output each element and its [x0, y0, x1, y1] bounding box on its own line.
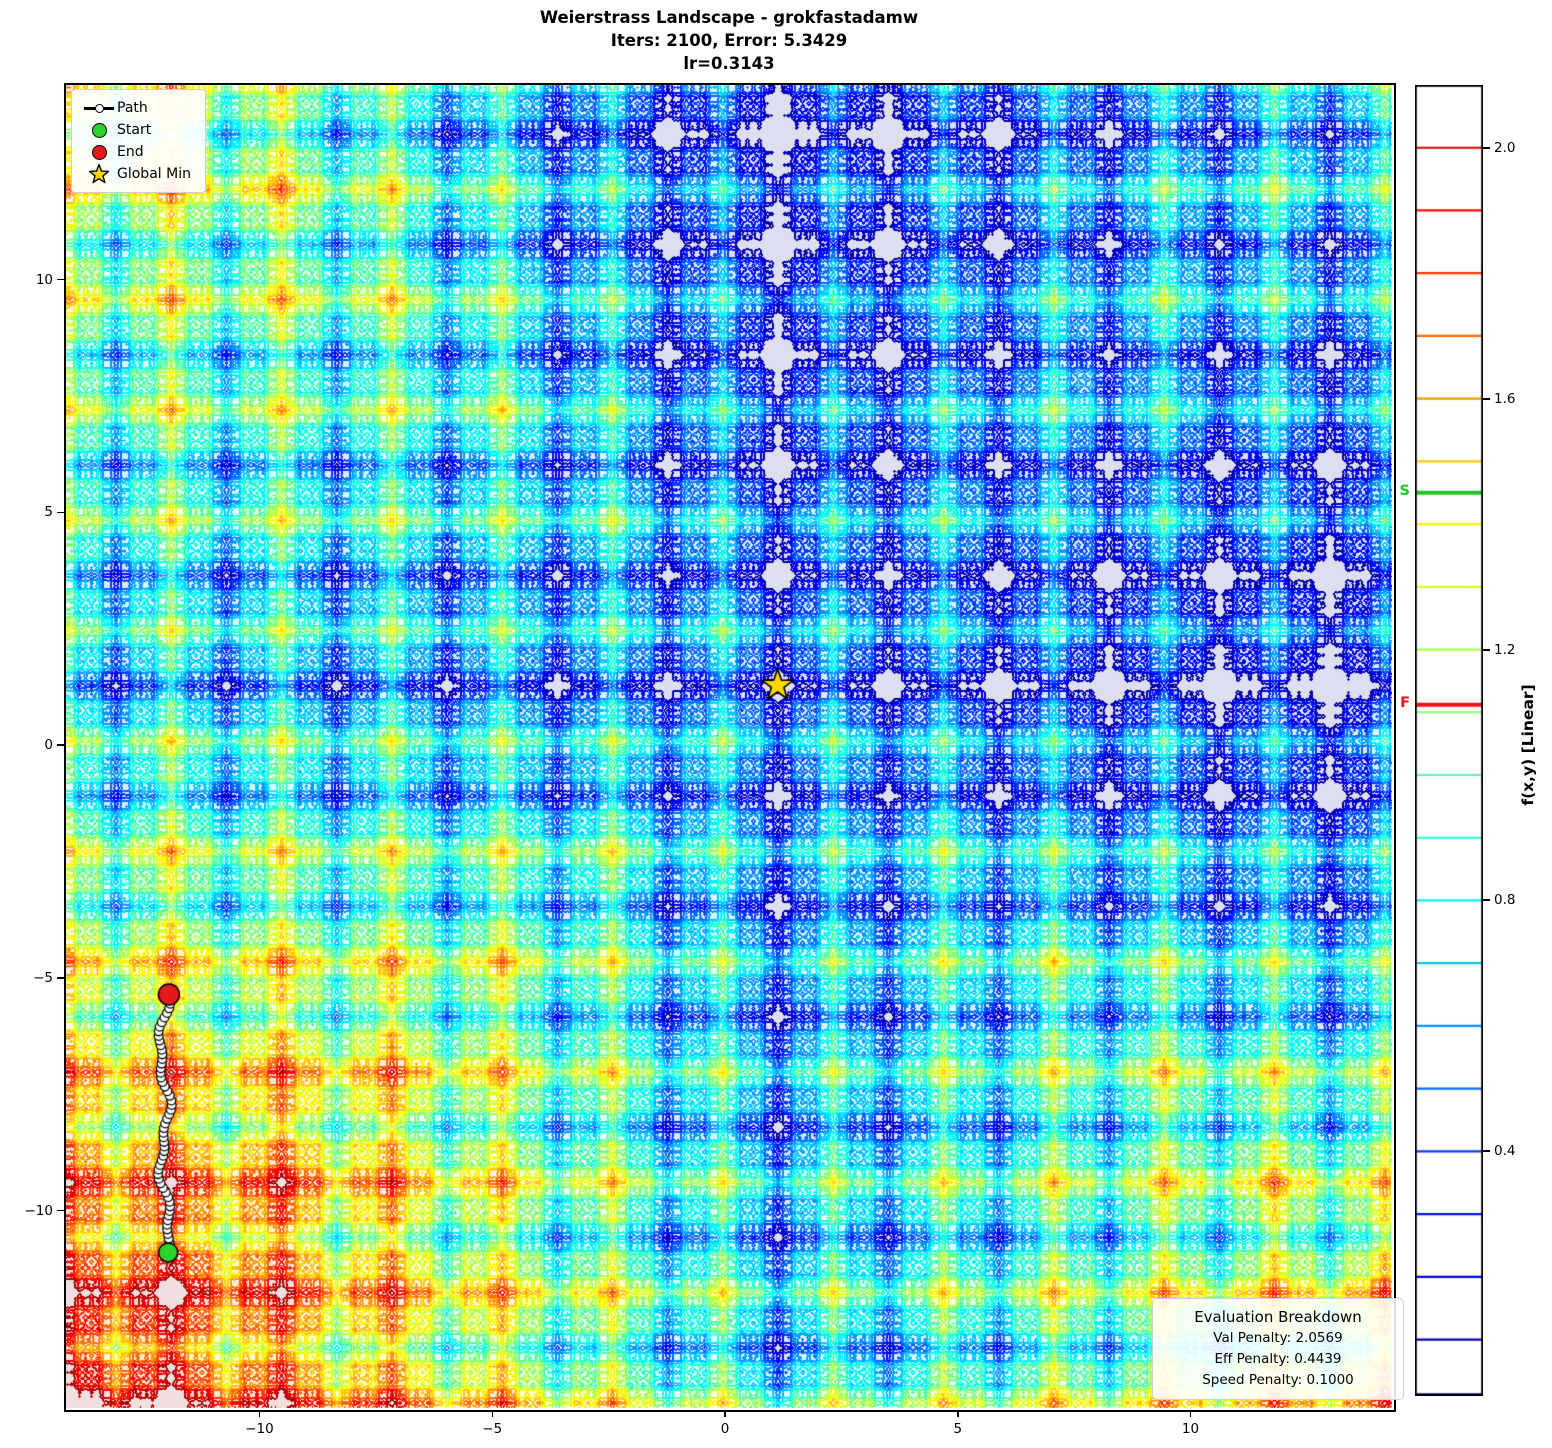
y-axis-tickmark: [57, 744, 64, 746]
legend: Path Start End Global Min: [71, 89, 206, 193]
eval-breakdown-title: Evaluation Breakdown: [1194, 1308, 1362, 1326]
subtitle-iters-error: Iters: 2100, Error: 5.3429: [610, 31, 848, 50]
colorbar-tick-label: 1.6: [1494, 390, 1516, 407]
legend-item-end: End: [81, 141, 191, 163]
eval-breakdown-line: Val Penalty: 2.0569: [1213, 1330, 1343, 1346]
eval-breakdown-lines: Val Penalty: 2.0569 Eff Penalty: 0.4439 Sp…: [1159, 1328, 1397, 1391]
global-min-icon: [81, 163, 117, 185]
x-axis-tickmark: [957, 1410, 959, 1417]
eval-breakdown-box: Evaluation Breakdown Val Penalty: 2.0569…: [1152, 1298, 1404, 1400]
subtitle-lr: lr=0.3143: [683, 54, 775, 73]
main-title: Weierstrass Landscape - grokfastadamw: [539, 8, 919, 27]
y-axis-tick-label: 10: [35, 271, 53, 288]
colorbar-tickmark: [1483, 1150, 1490, 1153]
x-axis-tickmark: [491, 1410, 493, 1417]
y-axis-tick-label: 0: [44, 737, 53, 753]
x-axis-tick-label: 10: [1181, 1421, 1200, 1437]
colorbar-tick-label: 0.8: [1494, 892, 1516, 909]
start-icon: [81, 122, 117, 138]
y-axis-tickmark: [57, 977, 64, 979]
y-axis-tickmark: [57, 511, 64, 513]
x-axis-tick-label: −5: [482, 1421, 503, 1437]
eval-breakdown-line: Speed Penalty: 0.1000: [1202, 1372, 1354, 1388]
y-axis-tick-label: 5: [44, 504, 53, 521]
path-icon: [81, 104, 117, 113]
legend-item-start: Start: [81, 119, 191, 141]
x-axis-tickmark: [724, 1410, 726, 1417]
legend-item-path: Path: [81, 97, 191, 119]
colorbar-axis-label: f(x,y) [Linear]: [1519, 684, 1537, 806]
x-axis-tick-label: −10: [245, 1421, 274, 1437]
eval-breakdown-line: Eff Penalty: 0.4439: [1214, 1351, 1342, 1367]
x-axis-tick-label: 5: [953, 1421, 963, 1437]
colorbar-tick-label: 1.2: [1494, 641, 1516, 658]
colorbar-start-label: S: [1399, 482, 1410, 499]
colorbar-tickmark: [1483, 899, 1490, 902]
colorbar-tickmark: [1483, 397, 1490, 400]
title-block: Weierstrass Landscape - grokfastadamw It…: [66, 6, 1392, 75]
colorbar-tick-label: 0.4: [1494, 1143, 1516, 1160]
x-axis-tickmark: [258, 1410, 261, 1417]
x-axis-tick-label: 0: [720, 1421, 730, 1437]
colorbar-tickmark: [1483, 648, 1490, 651]
colorbar-tickmark: [1483, 146, 1490, 149]
x-axis-tickmark: [1189, 1410, 1192, 1417]
y-axis-tickmark: [57, 1209, 64, 1212]
end-icon: [81, 144, 117, 160]
colorbar-finish-label: F: [1400, 694, 1410, 711]
legend-item-label: Global Min: [117, 166, 191, 182]
legend-item-label: Path: [117, 100, 148, 116]
legend-item-global-min: Global Min: [81, 163, 191, 185]
contour-plot-canvas: [66, 85, 1392, 1408]
legend-item-label: End: [117, 144, 144, 160]
colorbar-tick-label: 2.0: [1494, 139, 1516, 156]
colorbar-canvas: [1415, 85, 1483, 1396]
y-axis-tick-label: −10: [24, 1202, 54, 1219]
y-axis-tickmark: [57, 278, 64, 281]
legend-item-label: Start: [117, 122, 152, 138]
y-axis-tick-label: −5: [33, 969, 53, 986]
